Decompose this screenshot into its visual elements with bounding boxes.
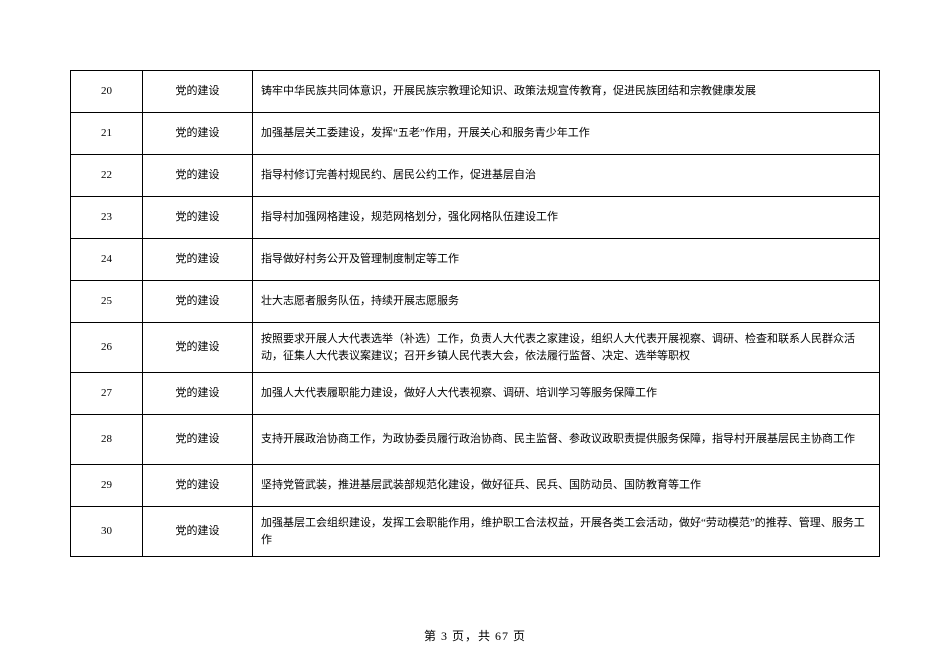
cell-description: 支持开展政治协商工作，为政协委员履行政治协商、民主监督、参政议政职责提供服务保障… <box>253 415 880 465</box>
cell-number: 20 <box>71 71 143 113</box>
cell-description: 指导村加强网格建设，规范网格划分，强化网格队伍建设工作 <box>253 197 880 239</box>
cell-number: 22 <box>71 155 143 197</box>
cell-number: 29 <box>71 465 143 507</box>
table-row: 20党的建设铸牢中华民族共同体意识，开展民族宗教理论知识、政策法规宣传教育，促进… <box>71 71 880 113</box>
table-row: 26党的建设按照要求开展人大代表选举（补选）工作，负责人大代表之家建设，组织人大… <box>71 323 880 373</box>
cell-description: 铸牢中华民族共同体意识，开展民族宗教理论知识、政策法规宣传教育，促进民族团结和宗… <box>253 71 880 113</box>
cell-category: 党的建设 <box>143 155 253 197</box>
cell-number: 26 <box>71 323 143 373</box>
cell-description: 按照要求开展人大代表选举（补选）工作，负责人大代表之家建设，组织人大代表开展视察… <box>253 323 880 373</box>
table-row: 29党的建设坚持党管武装，推进基层武装部规范化建设，做好征兵、民兵、国防动员、国… <box>71 465 880 507</box>
cell-description: 加强基层关工委建设，发挥“五老”作用，开展关心和服务青少年工作 <box>253 113 880 155</box>
cell-number: 28 <box>71 415 143 465</box>
cell-number: 30 <box>71 507 143 557</box>
cell-description: 加强基层工会组织建设，发挥工会职能作用，维护职工合法权益，开展各类工会活动，做好… <box>253 507 880 557</box>
cell-description: 壮大志愿者服务队伍，持续开展志愿服务 <box>253 281 880 323</box>
cell-number: 25 <box>71 281 143 323</box>
cell-category: 党的建设 <box>143 197 253 239</box>
table-body: 20党的建设铸牢中华民族共同体意识，开展民族宗教理论知识、政策法规宣传教育，促进… <box>71 71 880 557</box>
cell-category: 党的建设 <box>143 239 253 281</box>
table-row: 21党的建设加强基层关工委建设，发挥“五老”作用，开展关心和服务青少年工作 <box>71 113 880 155</box>
table-row: 24党的建设指导做好村务公开及管理制度制定等工作 <box>71 239 880 281</box>
cell-description: 指导做好村务公开及管理制度制定等工作 <box>253 239 880 281</box>
cell-category: 党的建设 <box>143 71 253 113</box>
table-row: 28党的建设支持开展政治协商工作，为政协委员履行政治协商、民主监督、参政议政职责… <box>71 415 880 465</box>
cell-number: 24 <box>71 239 143 281</box>
table-row: 25党的建设壮大志愿者服务队伍，持续开展志愿服务 <box>71 281 880 323</box>
cell-number: 23 <box>71 197 143 239</box>
cell-number: 27 <box>71 373 143 415</box>
page-indicator: 第 3 页，共 67 页 <box>424 629 526 643</box>
page-footer: 第 3 页，共 67 页 <box>0 627 950 644</box>
cell-description: 坚持党管武装，推进基层武装部规范化建设，做好征兵、民兵、国防动员、国防教育等工作 <box>253 465 880 507</box>
cell-category: 党的建设 <box>143 465 253 507</box>
table-row: 23党的建设指导村加强网格建设，规范网格划分，强化网格队伍建设工作 <box>71 197 880 239</box>
cell-category: 党的建设 <box>143 113 253 155</box>
table-row: 22党的建设指导村修订完善村规民约、居民公约工作，促进基层自治 <box>71 155 880 197</box>
table-row: 27党的建设加强人大代表履职能力建设，做好人大代表视察、调研、培训学习等服务保障… <box>71 373 880 415</box>
cell-description: 指导村修订完善村规民约、居民公约工作，促进基层自治 <box>253 155 880 197</box>
cell-category: 党的建设 <box>143 415 253 465</box>
cell-category: 党的建设 <box>143 323 253 373</box>
cell-category: 党的建设 <box>143 281 253 323</box>
data-table: 20党的建设铸牢中华民族共同体意识，开展民族宗教理论知识、政策法规宣传教育，促进… <box>70 70 880 557</box>
cell-number: 21 <box>71 113 143 155</box>
cell-category: 党的建设 <box>143 507 253 557</box>
cell-category: 党的建设 <box>143 373 253 415</box>
cell-description: 加强人大代表履职能力建设，做好人大代表视察、调研、培训学习等服务保障工作 <box>253 373 880 415</box>
table-row: 30党的建设加强基层工会组织建设，发挥工会职能作用，维护职工合法权益，开展各类工… <box>71 507 880 557</box>
